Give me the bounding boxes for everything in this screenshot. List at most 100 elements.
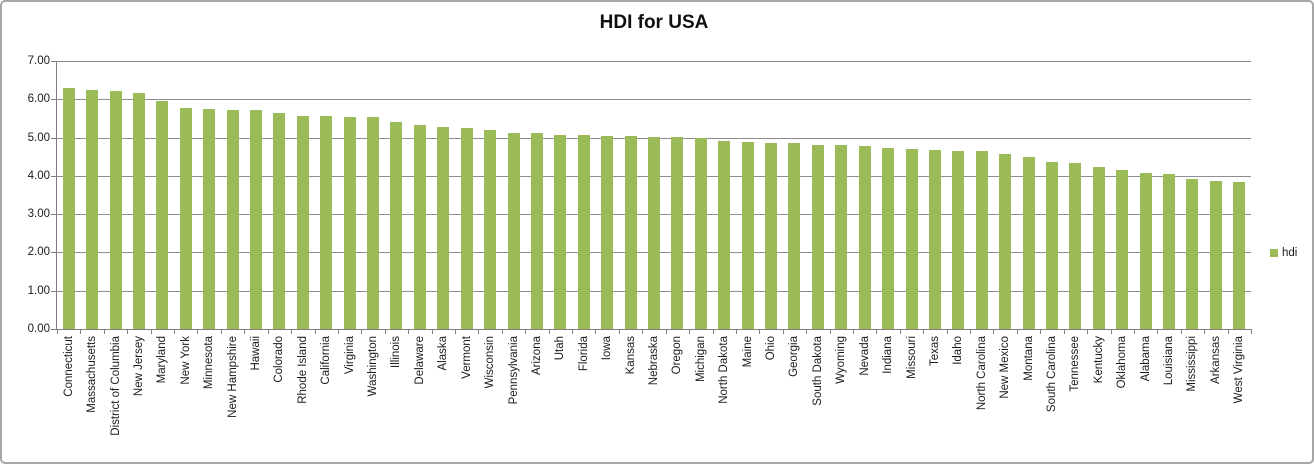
x-axis-tick bbox=[80, 330, 82, 334]
y-axis-label: 7.00 bbox=[27, 55, 50, 67]
legend-label: hdi bbox=[1282, 247, 1298, 259]
bar-hawaii bbox=[250, 109, 262, 329]
x-axis-tick bbox=[782, 330, 784, 334]
chart-title: HDI for USA bbox=[599, 12, 709, 33]
plot-area bbox=[57, 61, 1251, 329]
bar-mississippi bbox=[1186, 178, 1199, 329]
x-axis-label: Iowa bbox=[599, 336, 615, 460]
x-axis-label: California bbox=[318, 336, 334, 460]
bar-michigan bbox=[694, 138, 707, 329]
y-axis-label: 4.00 bbox=[27, 169, 50, 182]
x-axis-tick bbox=[735, 330, 737, 334]
x-axis-label-text: West Virginia bbox=[1233, 336, 1246, 404]
bar-wisconsin bbox=[484, 129, 497, 329]
x-axis-label-text: Wisconsin bbox=[484, 336, 497, 389]
x-axis-label-text: North Carolina bbox=[975, 336, 988, 411]
x-axis-label-text: Kansas bbox=[624, 336, 637, 375]
x-axis-label-text: Indiana bbox=[882, 336, 895, 374]
x-axis-tick bbox=[1133, 330, 1135, 334]
x-axis-tick bbox=[1251, 330, 1252, 334]
bar-indiana bbox=[882, 147, 895, 329]
y-axis-tick bbox=[51, 290, 56, 292]
x-axis-tick bbox=[244, 330, 246, 334]
x-axis-tick bbox=[665, 330, 667, 334]
x-axis-label: South Dakota bbox=[810, 336, 826, 460]
bar-wyoming bbox=[835, 145, 848, 329]
x-axis-label: Kentucky bbox=[1091, 336, 1107, 460]
x-axis-label: New Jersey bbox=[131, 336, 147, 460]
bar-ohio bbox=[765, 142, 778, 329]
x-axis-tick bbox=[853, 330, 854, 334]
x-axis-tick bbox=[642, 330, 644, 334]
x-axis-tick bbox=[455, 330, 456, 334]
bar-south-dakota bbox=[811, 144, 824, 329]
x-axis-tick bbox=[759, 330, 761, 334]
x-axis-label-text: District of Columbia bbox=[109, 336, 122, 436]
bar-south-carolina bbox=[1046, 162, 1058, 329]
bar-connecticut bbox=[62, 87, 75, 329]
x-axis-label-text: Montana bbox=[1022, 336, 1035, 381]
x-axis-label: District of Columbia bbox=[108, 336, 124, 460]
x-axis-tick bbox=[1180, 330, 1182, 334]
x-axis-tick bbox=[361, 330, 363, 334]
gridline bbox=[57, 61, 1251, 62]
y-axis-tick bbox=[51, 61, 56, 62]
x-axis-tick bbox=[712, 330, 714, 334]
x-axis-label-text: Tennessee bbox=[1069, 336, 1082, 392]
x-axis-tick bbox=[1087, 330, 1089, 334]
x-axis-label: Michigan bbox=[693, 336, 709, 460]
x-axis-tick bbox=[57, 330, 58, 334]
x-axis-label-text: New York bbox=[179, 336, 192, 385]
bar-idaho bbox=[952, 151, 965, 329]
x-axis-tick bbox=[174, 330, 176, 334]
x-axis-tick bbox=[572, 330, 574, 334]
x-axis-label-text: Colorado bbox=[273, 336, 286, 383]
x-axis-label: New York bbox=[178, 336, 194, 460]
x-axis-tick bbox=[150, 330, 152, 334]
bar-north-carolina bbox=[975, 151, 988, 329]
y-axis-tick bbox=[51, 99, 56, 101]
x-axis-tick bbox=[1040, 330, 1042, 334]
bar-washington bbox=[367, 117, 380, 329]
y-axis-tick bbox=[51, 252, 56, 254]
bar-pennsylvania bbox=[507, 132, 520, 329]
x-axis-label: West Virginia bbox=[1231, 336, 1247, 460]
x-axis-label: Kansas bbox=[623, 336, 639, 460]
x-axis-label: Florida bbox=[576, 336, 592, 460]
x-axis-tick bbox=[337, 330, 339, 334]
x-axis-label-text: Rhode Island bbox=[296, 336, 309, 404]
x-axis-label: Washington bbox=[365, 336, 381, 460]
x-axis-label: Texas bbox=[927, 336, 943, 460]
x-axis-label-text: Michigan bbox=[694, 336, 707, 383]
x-axis-label: Maryland bbox=[154, 336, 170, 460]
bar-iowa bbox=[601, 135, 614, 329]
bar-oklahoma bbox=[1116, 170, 1129, 329]
x-axis-label: Utah bbox=[552, 336, 568, 460]
x-axis-label-text: Pennsylvania bbox=[507, 336, 520, 405]
x-axis-label-text: Mississippi bbox=[1186, 336, 1199, 392]
x-axis-label: South Carolina bbox=[1044, 336, 1060, 460]
bar-colorado bbox=[273, 112, 286, 329]
x-axis-label-text: Florida bbox=[577, 336, 590, 372]
bar-florida bbox=[577, 134, 590, 329]
x-axis-label: Hawaii bbox=[248, 336, 264, 460]
x-axis-tick bbox=[1204, 330, 1206, 334]
x-axis-label-text: Hawaii bbox=[250, 336, 262, 371]
bar-alaska bbox=[437, 127, 450, 329]
x-axis-tick bbox=[923, 330, 925, 334]
x-axis-label: Wyoming bbox=[833, 336, 849, 460]
x-axis-label-text: Alabama bbox=[1139, 336, 1152, 382]
y-axis-label: 5.00 bbox=[27, 131, 50, 144]
x-axis-label: Indiana bbox=[880, 336, 896, 460]
x-axis-tick bbox=[993, 330, 995, 334]
x-axis-tick bbox=[291, 330, 293, 334]
x-axis-label-text: Virginia bbox=[343, 336, 356, 375]
x-axis-tick bbox=[127, 330, 129, 334]
x-axis-tick bbox=[384, 330, 386, 334]
bar-district-of-columbia bbox=[109, 91, 122, 329]
x-axis-tick bbox=[525, 330, 527, 334]
bar-louisiana bbox=[1163, 173, 1176, 329]
x-axis-line bbox=[57, 329, 1252, 330]
x-axis-label: North Carolina bbox=[974, 336, 990, 460]
bar-new-jersey bbox=[132, 93, 145, 329]
